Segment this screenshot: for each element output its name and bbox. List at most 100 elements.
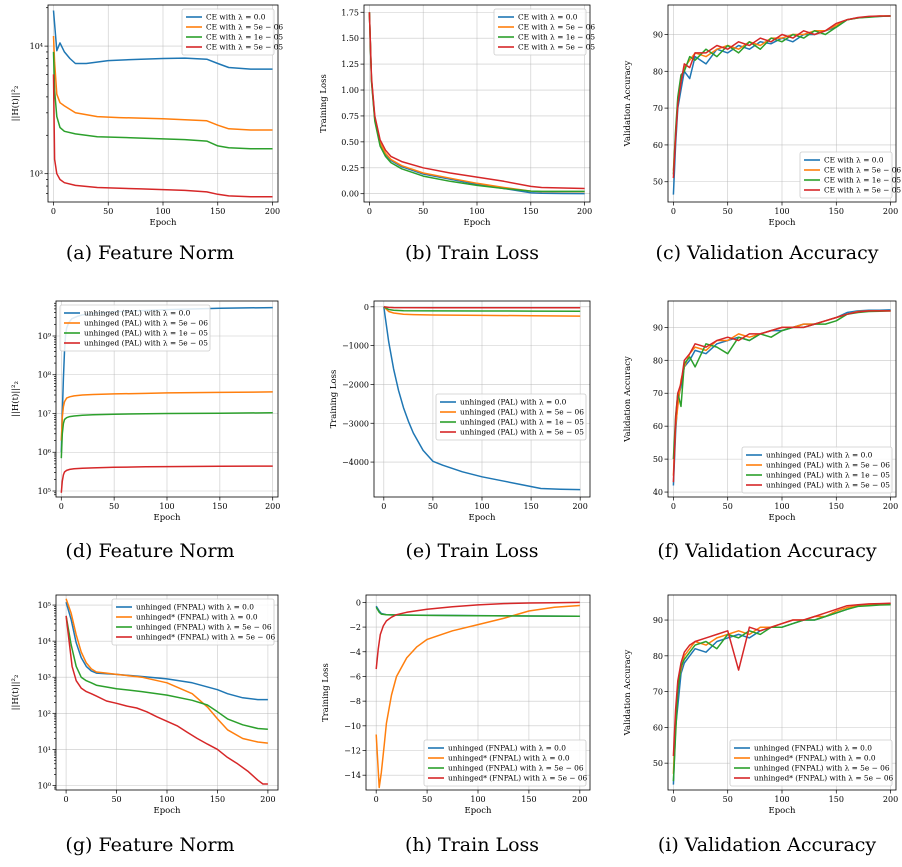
y-tick-label: 70 — [653, 688, 663, 697]
legend-entry: CE with λ = 1e − 05 — [518, 33, 595, 42]
x-axis-label: Epoch — [769, 218, 797, 228]
x-tick-label: 0 — [367, 207, 372, 216]
y-tick-label: −2 — [349, 623, 361, 632]
x-tick-label: 50 — [428, 502, 438, 511]
legend-entry: CE with λ = 0.0 — [824, 156, 884, 165]
y-tick-label: 70 — [653, 104, 663, 113]
x-tick-label: 100 — [469, 207, 484, 216]
x-tick-label: 150 — [210, 795, 225, 804]
x-tick-label: 100 — [474, 502, 489, 511]
series-line-e-1 — [383, 306, 581, 317]
series-line-a-3 — [52, 74, 273, 198]
legend-entry: CE with λ = 1e − 05 — [206, 33, 283, 42]
x-tick-label: 100 — [159, 502, 174, 511]
x-tick-label: 200 — [265, 207, 280, 216]
y-tick-label: 10⁷ — [38, 409, 51, 418]
x-axis-label: Epoch — [769, 513, 797, 523]
x-tick-label: 150 — [829, 207, 844, 216]
caption-f: (f) Validation Accuracy — [657, 540, 877, 562]
legend-entry: unhinged (PAL) with λ = 5e − 05 — [84, 339, 208, 348]
x-tick-label: 0 — [671, 795, 676, 804]
legend-entry: unhinged (PAL) with λ = 5e − 05 — [460, 428, 584, 437]
y-tick-label: 60 — [653, 723, 663, 732]
chart-panel-h: 0 50 100 150 200 0 −2 −4 −6 −8 −10 −12 −14 Epoch Train… — [321, 594, 591, 816]
chart-panel-a: 0 50 100 150 200 10³ 10⁴ Epoch ||H(t)||²₂ CE with… — [10, 4, 283, 228]
legend-entry: unhinged* (FNPAL) with λ = 0.0 — [136, 613, 258, 622]
y-tick-label: 0.50 — [341, 138, 359, 147]
y-tick-label: 0.00 — [341, 190, 359, 199]
chart-panel-i: 0 50 100 150 200 50 60 70 80 90 Epoch Validation Ac… — [623, 594, 898, 816]
x-axis-label: Epoch — [154, 806, 182, 816]
x-tick-label: 100 — [155, 207, 170, 216]
y-axis-label: Validation Accuracy — [623, 356, 633, 443]
chart-panel-c: 0 50 100 150 200 50 60 70 80 90 Epoch Validation Ac… — [623, 4, 901, 228]
legend-entry: unhinged (FNPAL) with λ = 0.0 — [136, 603, 254, 612]
x-tick-label: 50 — [103, 207, 113, 216]
x-tick-label: 150 — [829, 502, 844, 511]
y-tick-label: 60 — [653, 141, 663, 150]
legend-box — [799, 151, 893, 199]
series-line-a-0 — [52, 10, 273, 70]
legend-entry: unhinged (PAL) with λ = 0.0 — [460, 398, 567, 407]
legend-entry: CE with λ = 5e − 06 — [518, 23, 595, 32]
y-tick-label: 60 — [653, 422, 663, 431]
y-axis-label: Validation Accuracy — [623, 649, 633, 736]
x-tick-label: 50 — [109, 502, 119, 511]
chart-panel-d: 0 50 100 150 200 10⁵ 10⁶ 10⁷ 10⁸ 10⁹ Epoch ||H(t)||… — [10, 300, 280, 523]
legend-box — [435, 393, 587, 441]
x-axis-label: Epoch — [469, 513, 497, 523]
chart-panel-g: 0 50 100 150 200 10⁰ 10¹ 10² 10³ 10⁴ 10⁵ Epoch ||H(t… — [10, 594, 279, 816]
x-tick-label: 200 — [572, 795, 587, 804]
legend-entry: unhinged* (FNPAL) with λ = 5e − 06 — [448, 774, 588, 783]
x-tick-label: 50 — [723, 795, 733, 804]
y-tick-label: 1.00 — [341, 86, 359, 95]
chart-panel-e: 0 50 100 150 200 0 −1000 −2000 −3000 −4000 Epoch Tr… — [329, 300, 591, 523]
legend-entry: unhinged* (FNPAL) with λ = 0.0 — [754, 754, 876, 763]
legend-entry: CE with λ = 0.0 — [518, 13, 578, 22]
series-line-g-1 — [65, 598, 268, 744]
y-tick-label: −4 — [349, 648, 361, 657]
y-tick-label: 80 — [653, 356, 663, 365]
series-group-a — [52, 10, 273, 198]
series-line-b-3 — [368, 12, 585, 190]
y-tick-label: 90 — [653, 616, 663, 625]
series-line-d-2 — [60, 412, 273, 459]
x-tick-label: 100 — [470, 795, 485, 804]
x-tick-label: 0 — [64, 795, 69, 804]
legend-entry: unhinged (PAL) with λ = 5e − 06 — [460, 408, 584, 417]
y-tick-label: 50 — [653, 759, 663, 768]
x-tick-label: 200 — [577, 207, 592, 216]
y-tick-label: 10³ — [30, 170, 43, 179]
axes-frame — [363, 4, 591, 203]
x-tick-label: 150 — [212, 502, 227, 511]
y-tick-label: 10⁵ — [38, 487, 51, 496]
caption-c: (c) Validation Accuracy — [655, 242, 879, 264]
caption-d: (d) Feature Norm — [65, 540, 235, 562]
axes-frame — [373, 300, 591, 498]
caption-g: (g) Feature Norm — [65, 834, 235, 856]
x-tick-label: 200 — [883, 502, 898, 511]
series-line-h-3 — [375, 601, 580, 670]
legend-entry: CE with λ = 1e − 05 — [824, 176, 901, 185]
caption-h: (h) Train Loss — [404, 834, 540, 856]
series-line-b-2 — [368, 12, 585, 193]
y-tick-label: 90 — [653, 323, 663, 332]
series-line-h-1 — [375, 604, 580, 789]
y-tick-label: 80 — [653, 652, 663, 661]
y-tick-label: 0 — [356, 598, 361, 607]
series-line-i-3 — [672, 602, 891, 757]
series-group-f — [672, 309, 891, 486]
series-line-a-1 — [52, 35, 273, 131]
x-tick-label: 150 — [210, 207, 225, 216]
legend-entry: CE with λ = 0.0 — [206, 13, 266, 22]
x-tick-label: 0 — [374, 795, 379, 804]
legend-box — [111, 598, 275, 646]
axes-frame — [55, 594, 279, 791]
y-tick-label: −8 — [349, 697, 361, 706]
